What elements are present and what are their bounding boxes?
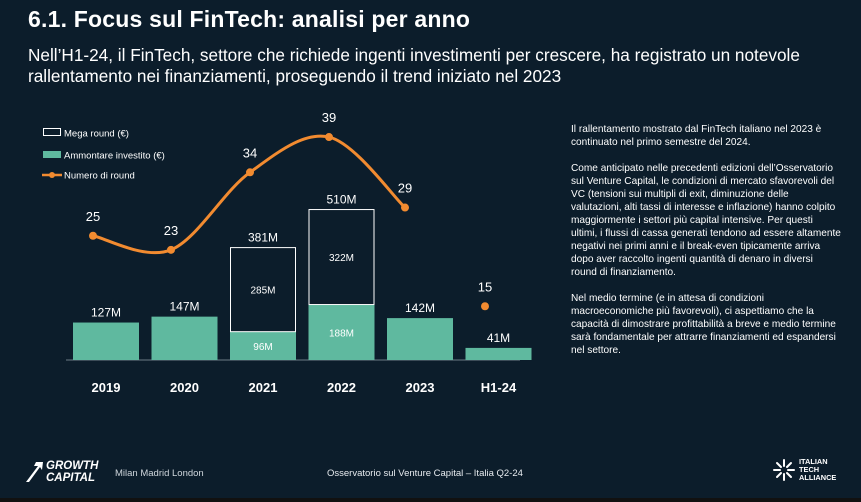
rounds-point-2023 — [401, 203, 409, 212]
logo-line-2: CAPITAL — [46, 471, 95, 484]
ita-line-3: ALLIANCE — [799, 473, 837, 482]
rounds-point-2022 — [325, 133, 333, 142]
rounds-point-2021 — [246, 168, 254, 177]
label-amount-2020: 147M — [169, 300, 199, 314]
growth-capital-logo: GROWTH CAPITAL — [24, 460, 99, 484]
x-tick-2022: 2022 — [327, 380, 356, 395]
logo-line-1: GROWTH — [46, 460, 99, 472]
legend-swatch-mega — [43, 128, 61, 136]
italian-tech-alliance-star-icon — [773, 459, 795, 481]
rounds-point-H1-24 — [481, 302, 489, 311]
slide-subtitle: Nell’H1-24, il FinTech, settore che rich… — [28, 45, 800, 86]
rounds-label-2021: 34 — [243, 145, 257, 160]
bar-mega-2022 — [308, 209, 375, 306]
bar-amount-2023 — [387, 318, 453, 360]
bar-amount-2019 — [73, 322, 139, 360]
rounds-label-2022: 39 — [322, 110, 336, 125]
bar-amount-2022 — [308, 304, 375, 360]
label-total-2022: 510M — [326, 193, 356, 207]
legend-label-rounds: Numero di round — [64, 171, 135, 182]
label-mega-2022: 322M — [329, 253, 354, 264]
label-amount-2019: 127M — [91, 306, 121, 320]
growth-capital-arrow-icon — [26, 461, 43, 482]
italian-tech-alliance-logo: ITALIAN TECH ALLIANCE — [773, 458, 836, 482]
ita-line-2: TECH — [799, 465, 820, 474]
ita-line-1: ITALIAN — [799, 457, 828, 466]
x-tick-2019: 2019 — [92, 380, 121, 395]
label-amount-2022: 188M — [329, 328, 354, 339]
bar-amount-H1-24 — [465, 347, 532, 360]
commentary-paragraph-3: Nel medio termine (e in attesa di condiz… — [571, 293, 836, 356]
rounds-label-2023: 29 — [398, 181, 412, 196]
label-amount-2023: 142M — [405, 301, 435, 315]
legend-label-amount: Ammontare investito (€) — [64, 151, 165, 162]
legend-swatch-rounds-dot — [49, 172, 55, 178]
commentary-paragraph-1: Il rallentamento mostrato dal FinTech it… — [571, 124, 822, 148]
x-tick-2023: 2023 — [406, 380, 435, 395]
rounds-label-H1-24: 15 — [478, 279, 492, 294]
bar-mega-2021 — [230, 247, 296, 333]
label-mega-2021: 285M — [250, 286, 275, 297]
x-tick-H1-24: H1-24 — [481, 380, 517, 395]
footer-cities: Milan Madrid London — [115, 468, 204, 479]
bottom-strip — [0, 498, 861, 502]
label-total-2021: 381M — [248, 231, 278, 245]
bar-amount-2020 — [151, 316, 218, 360]
bar-amount-2021 — [230, 331, 296, 360]
slide-title: 6.1. Focus sul FinTech: analisi per anno — [28, 6, 471, 32]
side-commentary: Il rallentamento mostrato dal FinTech it… — [571, 123, 841, 370]
footer-report-name: Osservatorio sul Venture Capital – Itali… — [327, 468, 523, 479]
label-amount-H1-24: 41M — [487, 331, 510, 345]
commentary-paragraph-2: Come anticipato nelle precedenti edizion… — [571, 163, 841, 278]
x-tick-2020: 2020 — [170, 380, 199, 395]
rounds-label-2019: 25 — [86, 209, 100, 224]
legend-swatch-amount — [43, 151, 61, 158]
legend-label-mega: Mega round (€) — [64, 129, 129, 140]
rounds-point-2019 — [89, 231, 97, 240]
label-amount-2021: 96M — [253, 342, 272, 353]
rounds-point-2020 — [167, 245, 175, 254]
fintech-chart: 127M 2019 147M 2020 285M 96M 381M 2021 322M 188M 5… — [42, 110, 532, 395]
rounds-label-2020: 23 — [164, 223, 178, 238]
x-tick-2021: 2021 — [249, 380, 278, 395]
